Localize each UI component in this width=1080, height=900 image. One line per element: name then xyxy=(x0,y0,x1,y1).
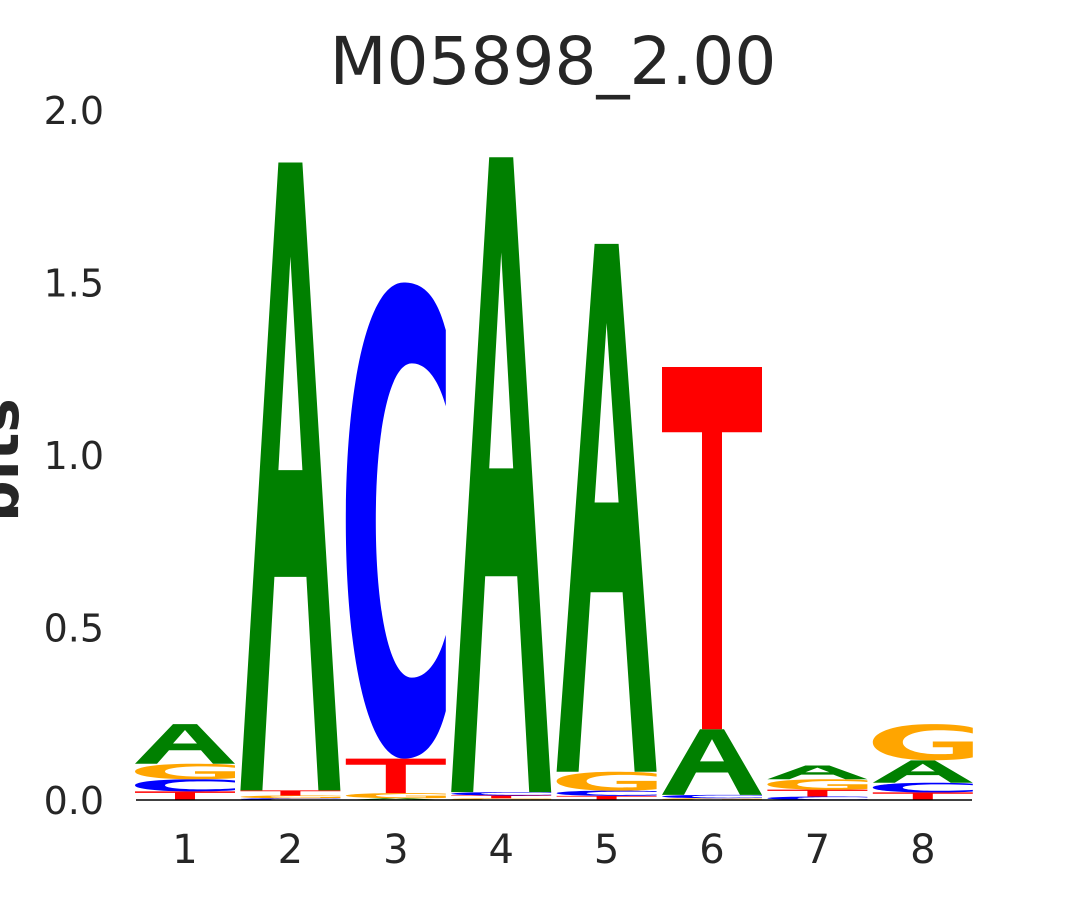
logo-letter-c xyxy=(767,796,868,800)
chart-title: M05898_2.00 xyxy=(330,23,777,100)
logo-letter-g xyxy=(872,724,973,761)
y-axis-label: bits xyxy=(0,398,32,522)
logo-letter-a xyxy=(556,243,657,772)
logo-letter-t xyxy=(135,791,235,800)
x-tick-label: 6 xyxy=(699,827,724,873)
x-axis-ticks: 1 2 3 4 5 6 7 8 xyxy=(172,827,935,873)
y-tick-label: 2.0 xyxy=(44,89,104,133)
logo-letter-g xyxy=(240,795,341,799)
logo-letter-a xyxy=(872,760,973,783)
logo-letter-t xyxy=(451,795,552,799)
logo-letter-c xyxy=(872,782,973,793)
logo-letter-t xyxy=(345,758,446,794)
logo-letter-c xyxy=(662,794,762,799)
x-tick-label: 7 xyxy=(805,827,830,873)
logo-letter-g xyxy=(556,771,657,791)
logo-letter-a xyxy=(662,729,762,795)
logo-letter-c xyxy=(556,790,657,796)
logo-letter-t xyxy=(240,790,341,796)
logo-letter-a xyxy=(767,765,868,780)
logo-letter-a xyxy=(451,157,552,793)
logo-letter-c xyxy=(345,282,446,759)
logo-letter-t xyxy=(556,795,657,800)
logo-letter-c xyxy=(451,792,552,796)
x-tick-label: 3 xyxy=(383,827,408,873)
x-tick-label: 2 xyxy=(278,827,303,873)
y-tick-label: 0.0 xyxy=(44,779,104,823)
logo-letter-a xyxy=(135,724,235,764)
x-tick-label: 8 xyxy=(910,827,935,873)
x-tick-label: 4 xyxy=(488,827,513,873)
x-tick-label: 1 xyxy=(172,827,197,873)
y-tick-label: 1.5 xyxy=(44,262,104,306)
logo-letter-g xyxy=(767,779,868,790)
logo-letter-t xyxy=(662,367,762,730)
logo-letter-t xyxy=(872,792,973,800)
logo-letter-c xyxy=(135,779,235,792)
logo-letter-g xyxy=(345,793,446,799)
y-tick-label: 1.0 xyxy=(44,434,104,478)
logo-letter-a xyxy=(240,162,341,791)
logo-letter-t xyxy=(767,789,868,797)
x-tick-label: 5 xyxy=(594,827,619,873)
y-tick-label: 0.5 xyxy=(44,607,104,651)
logo-letter-g xyxy=(135,763,235,780)
y-axis-ticks: 0.0 0.5 1.0 1.5 2.0 xyxy=(44,89,104,823)
logo-letters xyxy=(135,157,973,800)
